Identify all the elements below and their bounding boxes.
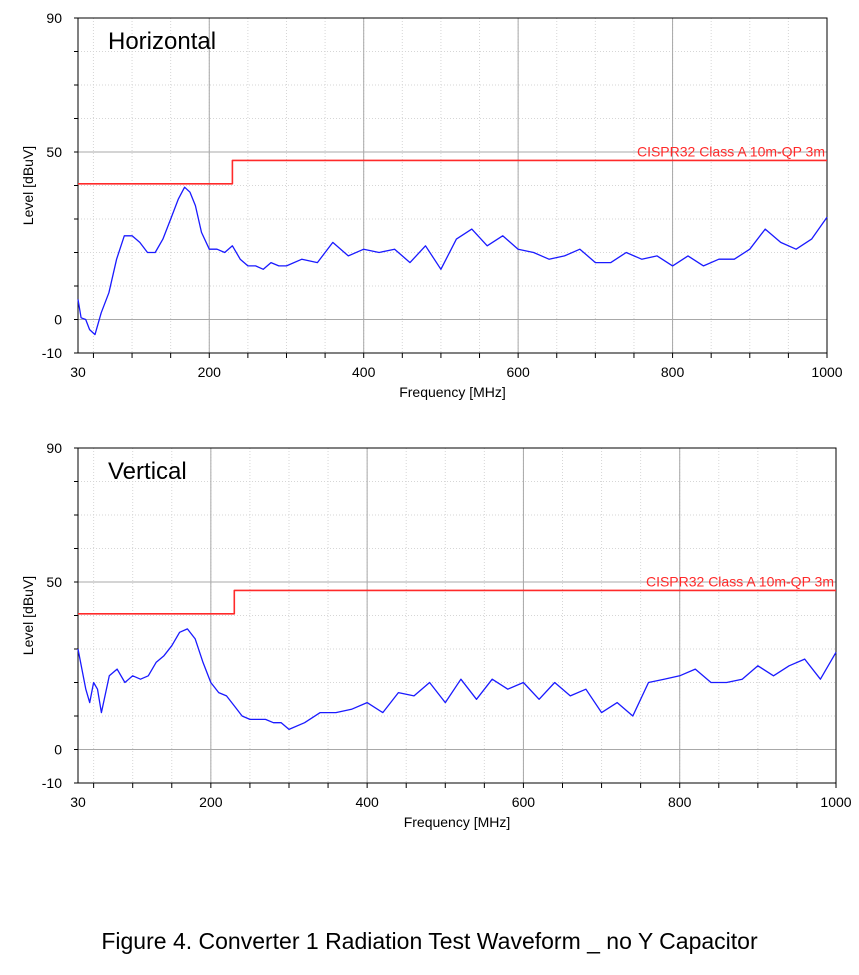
vertical-chart: 30 200 400 600 800 1000 -10 0 50 90 Frequency [MHz… [20,440,852,830]
chart-1-x-tick-label: 800 [668,794,692,810]
chart-0-y-tick-label: 50 [46,144,62,160]
chart-0-x-tick-label: 1000 [811,364,842,380]
chart-0-measurement-line [77,186,828,336]
chart-1-y-tick-label: 50 [46,574,62,590]
chart-0-x-tick-label: 800 [661,364,685,380]
chart-1-y-tick-label: 0 [54,742,62,758]
chart-1-limit-label: CISPR32 Class A 10m-QP 3m [646,573,834,589]
chart-1-x-tick-label: 600 [512,794,536,810]
chart-1-limit-line [78,589,836,615]
horizontal-chart: 30 200 400 600 800 1000 -10 0 50 90 Frequency [MHz… [20,10,843,400]
chart-1-axis-ticks [74,447,837,788]
chart-0-y-tick-label: 0 [54,312,62,328]
chart-0-panel-title: Horizontal [108,28,216,55]
chart-1-measurement-line [77,628,837,731]
figure-caption: Figure 4. Converter 1 Radiation Test Wav… [101,928,758,954]
chart-0-x-tick-label: 200 [198,364,222,380]
chart-0-x-tick-label: 400 [352,364,376,380]
chart-1-frame [77,447,837,784]
chart-0-x-tick-label: 600 [506,364,530,380]
chart-1-x-tick-label: 400 [355,794,379,810]
chart-1-x-axis-label: Frequency [MHz] [404,814,511,830]
chart-1-x-tick-label: 1000 [820,794,851,810]
chart-1-y-axis-label: Level [dBuV] [20,576,36,655]
chart-1-y-tick-label: -10 [42,775,62,791]
chart-0-x-tick-label: 30 [70,364,86,380]
chart-0-x-axis-label: Frequency [MHz] [399,384,506,400]
chart-0-y-tick-label: -10 [42,345,62,361]
chart-0-limit-line [78,159,827,185]
chart-1-x-tick-label: 200 [199,794,223,810]
chart-0-axis-ticks [74,17,828,358]
chart-1-x-tick-label: 30 [70,794,86,810]
chart-0-frame [77,17,828,354]
chart-0-major-grid [78,18,827,353]
chart-0-limit-label: CISPR32 Class A 10m-QP 3m [637,143,825,159]
chart-1-y-tick-label: 90 [46,440,62,456]
chart-0-y-axis-label: Level [dBuV] [20,146,36,225]
chart-1-major-grid [78,448,836,783]
chart-0-y-tick-label: 90 [46,10,62,26]
chart-1-panel-title: Vertical [108,458,187,485]
